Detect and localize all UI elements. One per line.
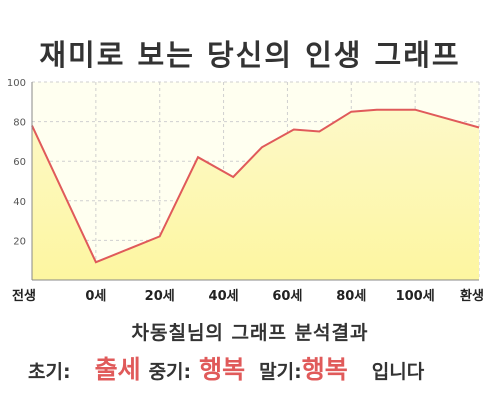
late-label: 말기: (259, 361, 302, 383)
x-axis-ticks: 전생 0세 20세 40세 60세 80세 100세 환생 (12, 288, 484, 304)
ending-text: 입니다 (371, 361, 425, 383)
axes (31, 82, 479, 281)
x-tick-label: 0세 (85, 289, 106, 304)
y-tick-label: 40 (13, 197, 26, 208)
page-title: 재미로 보는 당신의 인생 그래프 (39, 38, 461, 72)
y-tick-label: 100 (7, 78, 26, 89)
x-tick-label: 전생 (12, 288, 36, 304)
series-area (32, 109, 479, 280)
x-tick-label: 20세 (145, 289, 175, 304)
early-label: 초기: (28, 361, 71, 383)
x-tick-label: 40세 (209, 289, 239, 304)
y-tick-label: 20 (13, 236, 26, 247)
life-graph-chart: 20 40 60 80 100 전생 0세 20세 40세 60세 80세 100세 환생 (7, 78, 484, 304)
y-tick-label: 80 (13, 118, 26, 129)
mid-value: 행복 (199, 355, 246, 384)
y-axis-ticks: 20 40 60 80 100 (7, 78, 26, 247)
x-tick-label: 환생 (460, 288, 484, 304)
early-value: 출세 (94, 355, 141, 384)
x-tick-label: 80세 (336, 289, 366, 304)
mid-label: 중기: (148, 361, 192, 383)
result-summary: 초기: 출세 중기: 행복 말기:행복 입니다 (28, 350, 488, 386)
x-tick-label: 60세 (272, 289, 302, 304)
x-tick-label: 100세 (396, 289, 435, 304)
y-tick-label: 60 (13, 157, 26, 168)
result-title: 차동칠님의 그래프 분석결과 (131, 322, 369, 344)
series-line (31, 108, 480, 264)
late-value: 행복 (301, 355, 348, 384)
